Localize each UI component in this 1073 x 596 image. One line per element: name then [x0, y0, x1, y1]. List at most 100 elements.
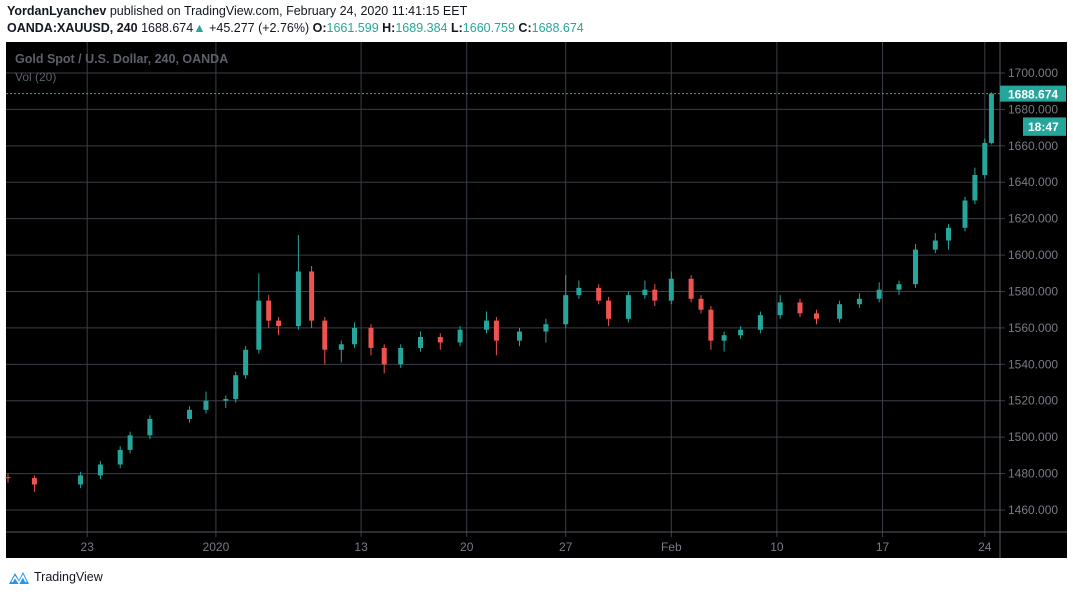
x-tick-label: 2020 — [203, 540, 230, 554]
last-price-tag-text: 1688.674 — [1008, 88, 1058, 102]
y-tick-label: 1680.000 — [1008, 102, 1058, 116]
high-label: H: — [382, 21, 396, 35]
x-tick-label: Feb — [661, 540, 682, 554]
candle-down — [437, 337, 443, 343]
candle-up — [668, 278, 674, 301]
candle-up — [642, 289, 648, 296]
candle-down — [309, 271, 315, 321]
y-tick-label: 1480.000 — [1008, 467, 1058, 481]
candle-up — [777, 302, 783, 316]
candle-up — [338, 344, 344, 350]
publish-info: YordanLyanchev published on TradingView.… — [7, 4, 467, 19]
candle-up — [932, 240, 938, 250]
candle-up — [418, 337, 423, 348]
candle-up — [946, 227, 951, 241]
candle-up — [576, 287, 582, 296]
y-tick-label: 1700.000 — [1008, 66, 1058, 80]
candle-up — [982, 142, 988, 175]
y-tick-label: 1580.000 — [1008, 284, 1058, 298]
candle-down — [381, 347, 387, 365]
candle-up — [563, 295, 569, 325]
x-tick-label: 23 — [81, 540, 95, 554]
countdown-text: 18:47 — [1028, 120, 1059, 134]
x-tick-label: 17 — [876, 540, 890, 554]
low-label: L: — [450, 21, 463, 35]
y-tick-label: 1560.000 — [1008, 321, 1058, 335]
candle-down — [688, 278, 694, 299]
candle-down — [652, 289, 658, 301]
candle-up — [757, 315, 763, 330]
candle-up — [738, 329, 744, 336]
candle-down — [276, 320, 282, 327]
candle-down — [368, 327, 374, 348]
candle-up — [721, 335, 727, 341]
candle-down — [493, 320, 499, 341]
x-tick-label: 13 — [354, 540, 368, 554]
close-label: C: — [518, 21, 532, 35]
price-change: +45.277 (+2.76%) — [209, 21, 310, 35]
symbol-info: OANDA:XAUUSD, 240 1688.674▲ +45.277 (+2.… — [7, 21, 584, 36]
chart-title: Gold Spot / U.S. Dollar, 240, OANDA — [15, 52, 229, 66]
x-tick-label: 24 — [978, 540, 992, 554]
candle-up — [896, 284, 902, 290]
candle-up — [233, 375, 239, 399]
y-tick-label: 1460.000 — [1008, 503, 1058, 517]
candle-up — [398, 347, 404, 365]
y-tick-label: 1600.000 — [1008, 248, 1058, 262]
y-tick-label: 1660.000 — [1008, 139, 1058, 153]
candle-up — [972, 174, 978, 201]
candle-down — [797, 302, 803, 314]
candle-up — [78, 475, 84, 485]
candle-up — [484, 320, 489, 330]
candle-up — [147, 418, 153, 436]
x-tick-label: 10 — [770, 540, 784, 554]
candle-down — [698, 298, 704, 310]
author-name[interactable]: YordanLyanchev — [7, 4, 107, 18]
candle-down — [708, 309, 714, 341]
symbol-name: OANDA:XAUUSD, 240 — [7, 21, 138, 35]
open-value: 1661.599 — [326, 21, 379, 35]
high-value: 1689.384 — [395, 21, 448, 35]
candle-down — [31, 477, 37, 485]
candle-down — [814, 313, 819, 319]
candle-up — [97, 464, 103, 476]
up-triangle-icon: ▲ — [193, 21, 206, 35]
candle-up — [856, 298, 862, 305]
tradingview-logo[interactable]: TradingView — [8, 569, 103, 585]
candle-up — [187, 409, 192, 419]
candle-up — [295, 271, 301, 327]
y-tick-label: 1640.000 — [1008, 175, 1058, 189]
candle-up — [256, 300, 262, 350]
x-tick-label: 27 — [559, 540, 573, 554]
chart-background — [6, 42, 1067, 558]
candle-up — [117, 449, 123, 465]
brand-name: TradingView — [34, 570, 103, 584]
y-tick-label: 1540.000 — [1008, 357, 1058, 371]
candle-up — [913, 249, 918, 285]
candle-up — [457, 329, 463, 343]
candle-up — [223, 398, 229, 401]
candle-up — [837, 304, 843, 319]
x-tick-label: 20 — [460, 540, 474, 554]
candle-up — [962, 200, 968, 228]
y-tick-label: 1500.000 — [1008, 430, 1058, 444]
candle-up — [243, 349, 249, 376]
candle-up — [517, 331, 522, 341]
low-value: 1660.759 — [462, 21, 515, 35]
candle-up — [352, 327, 357, 345]
y-tick-label: 1520.000 — [1008, 394, 1058, 408]
tradingview-logo-icon — [9, 572, 29, 585]
last-price: 1688.674 — [141, 21, 194, 35]
candle-up — [876, 289, 882, 299]
y-tick-label: 1620.000 — [1008, 212, 1058, 226]
candle-up — [203, 400, 209, 410]
volume-label: Vol (20) — [15, 70, 57, 84]
close-value: 1688.674 — [531, 21, 584, 35]
candle-down — [322, 320, 328, 350]
last-price-tag — [1000, 85, 1066, 102]
open-label: O: — [312, 21, 327, 35]
countdown-tag — [1023, 117, 1066, 136]
candle-down — [5, 477, 11, 479]
candle-up — [988, 93, 994, 143]
